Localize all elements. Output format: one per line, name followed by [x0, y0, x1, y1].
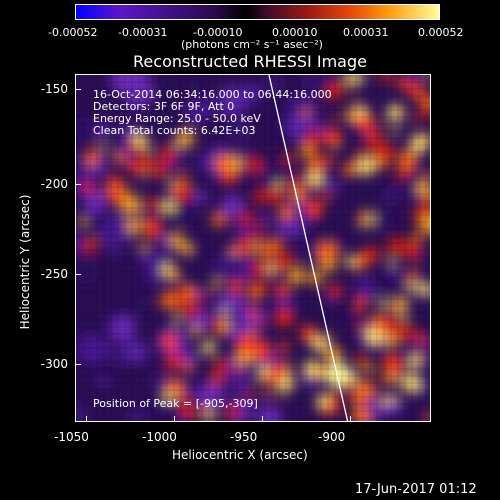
time-range-label: 16-Oct-2014 06:34:16.000 to 06:44:16.000 [93, 88, 332, 101]
energy-range-label: Energy Range: 25.0 - 50.0 keV [93, 112, 261, 125]
x-tick-label: -900 [318, 430, 346, 444]
x-tick-mark [350, 416, 351, 422]
rhessi-image [75, 74, 431, 422]
colorbar-tick-label: -0.00052 [48, 26, 98, 39]
y-tick-label: -300 [40, 357, 68, 371]
x-tick-mark [86, 416, 87, 422]
colorbar-tick-label: -0.00010 [193, 26, 243, 39]
y-tick-mark [75, 364, 81, 365]
colorbar-tick-label: 0.00052 [418, 26, 464, 39]
x-tick-label: -950 [230, 430, 258, 444]
x-tick-mark [262, 416, 263, 422]
colorbar-units: (photons cm⁻² s⁻¹ asec⁻²) [181, 38, 323, 51]
colorbar-tick-label: 0.00010 [272, 26, 318, 39]
generated-timestamp: 17-Jun-2017 01:12 [355, 482, 477, 497]
y-axis-label: Heliocentric Y (arcsec) [18, 194, 32, 330]
algorithm-counts-label: Clean Total counts: 6.42E+03 [93, 124, 256, 137]
detectors-label: Detectors: 3F 6F 9F, Att 0 [93, 100, 235, 113]
peak-position-label: Position of Peak = [-905,-309] [93, 397, 258, 410]
x-tick-label: -1000 [142, 430, 177, 444]
solar-limb-line [268, 75, 349, 421]
x-tick-label: -1050 [54, 430, 89, 444]
y-tick-label: -150 [40, 82, 68, 96]
x-axis-label: Heliocentric X (arcsec) [172, 448, 308, 462]
y-tick-mark [75, 274, 81, 275]
y-tick-label: -250 [40, 267, 68, 281]
colorbar-tick-label: 0.00031 [343, 26, 389, 39]
image-heatmap [76, 75, 430, 421]
y-tick-mark [75, 89, 81, 90]
y-tick-label: -200 [40, 177, 68, 191]
colorbar [75, 4, 440, 20]
y-tick-mark [75, 184, 81, 185]
x-tick-mark [174, 416, 175, 422]
image-title: Reconstructed RHESSI Image [133, 52, 367, 71]
colorbar-tick-label: -0.00031 [118, 26, 168, 39]
